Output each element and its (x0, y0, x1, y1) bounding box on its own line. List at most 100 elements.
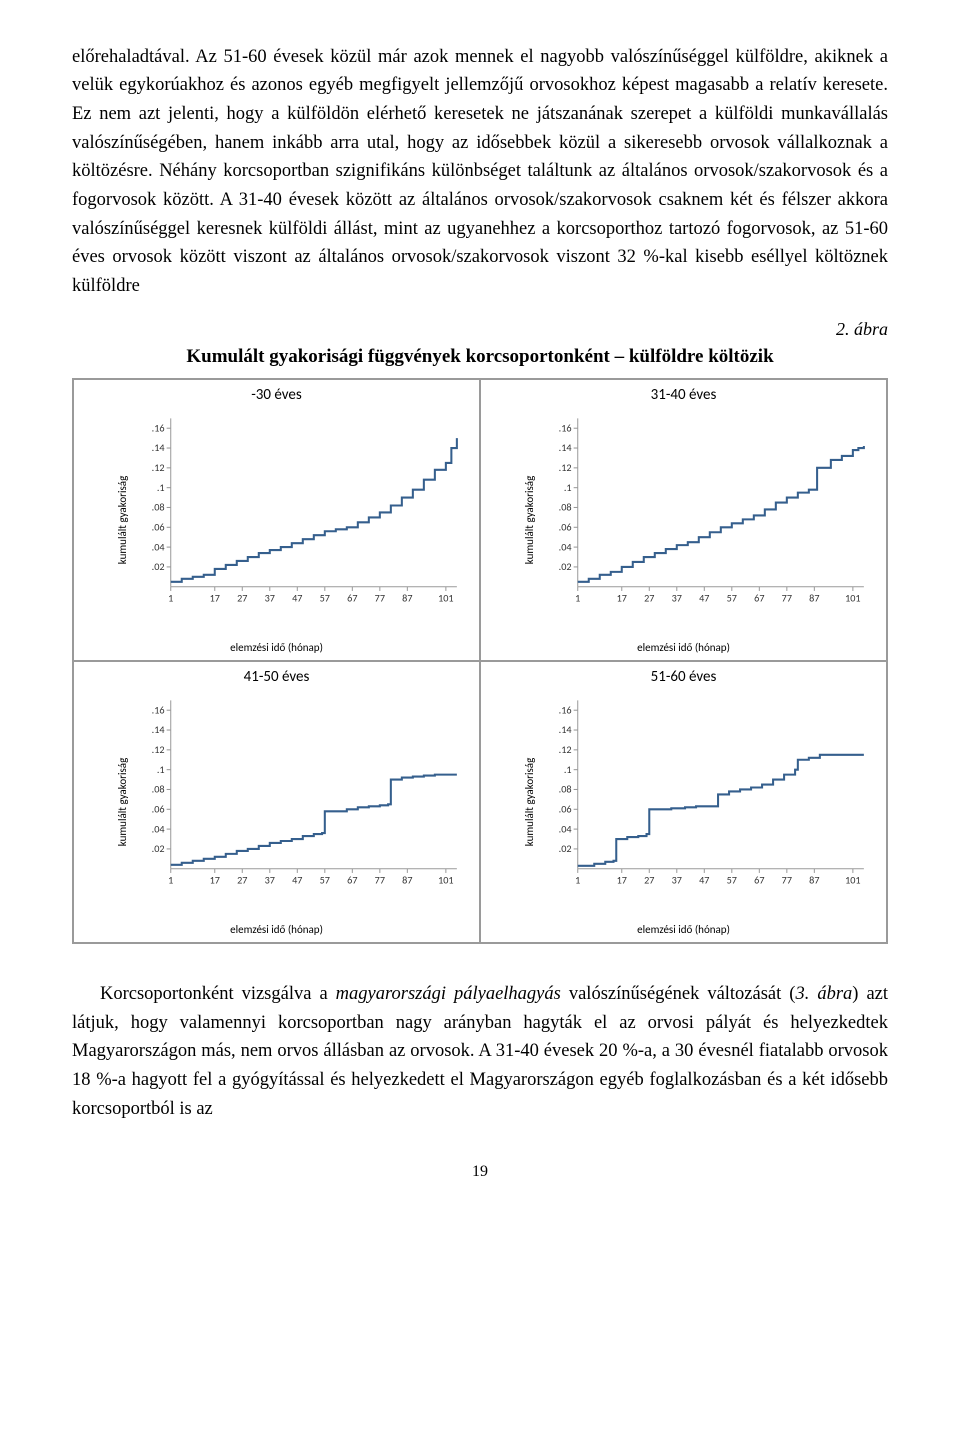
plot-2: .02 .04 .06 .08 .1 .12 .14 .16 1 17 27 37 47 57 67 77 87… (136, 694, 463, 894)
chart-panel-2: 41-50 éves kumulált gyakoriság .02 .04 .06… (73, 661, 480, 943)
svg-text:101: 101 (845, 591, 861, 604)
chart-panel-3: 51-60 éves kumulált gyakoriság .02 .04 .06… (480, 661, 887, 943)
chart-panel-0: -30 éves kumulált gyakoriság .02 .04 .06 .0… (73, 379, 480, 661)
svg-text:.04: .04 (152, 822, 166, 835)
ylabel-3: kumulált gyakoriság (523, 758, 536, 847)
paragraph-1: előrehaladtával. Az 51-60 évesek közül m… (72, 43, 888, 301)
figure-label: 2. ábra (72, 319, 888, 340)
panel-title-0: -30 éves (74, 386, 479, 404)
svg-text:27: 27 (644, 591, 654, 604)
svg-text:.02: .02 (152, 842, 165, 855)
svg-text:77: 77 (782, 591, 792, 604)
para2-post: ) azt látjuk, hogy valamennyi korcsoport… (72, 984, 888, 1119)
svg-text:.02: .02 (559, 842, 572, 855)
svg-text:.06: .06 (152, 520, 165, 533)
svg-text:.1: .1 (564, 481, 572, 494)
svg-text:.04: .04 (559, 822, 573, 835)
svg-text:1: 1 (168, 873, 173, 886)
para2-em1: magyarországi pályaelhagyás (336, 984, 561, 1004)
svg-text:.06: .06 (152, 802, 165, 815)
svg-text:87: 87 (402, 873, 412, 886)
svg-text:57: 57 (320, 873, 330, 886)
panel-title-3: 51-60 éves (481, 668, 886, 686)
svg-text:.12: .12 (152, 461, 165, 474)
paragraph-2: Korcsoportonként vizsgálva a magyarorszá… (72, 980, 888, 1123)
svg-text:77: 77 (782, 873, 792, 886)
svg-text:1: 1 (168, 591, 173, 604)
para2-pre: Korcsoportonként vizsgálva a (100, 984, 336, 1004)
svg-text:67: 67 (754, 873, 764, 886)
svg-text:37: 37 (265, 873, 275, 886)
ylabel-1: kumulált gyakoriság (523, 476, 536, 565)
svg-text:.06: .06 (559, 802, 572, 815)
svg-text:67: 67 (754, 591, 764, 604)
svg-text:77: 77 (375, 591, 385, 604)
svg-text:.08: .08 (559, 783, 572, 796)
panel-title-1: 31-40 éves (481, 386, 886, 404)
svg-text:101: 101 (438, 873, 454, 886)
svg-text:17: 17 (617, 591, 627, 604)
plot-0: .02.04.06.08.1.12.14.1611727374757677787… (136, 412, 463, 612)
svg-text:.16: .16 (559, 703, 572, 716)
svg-text:.14: .14 (559, 723, 573, 736)
svg-text:67: 67 (347, 873, 357, 886)
plot-3: .02.04.06.08.1.12.14.1611727374757677787… (543, 694, 870, 894)
svg-text:.02: .02 (559, 560, 572, 573)
svg-text:.14: .14 (152, 723, 166, 736)
xlabel-3: elemzési idő (hónap) (481, 923, 886, 936)
svg-text:.08: .08 (152, 783, 165, 796)
ylabel-0: kumulált gyakoriság (116, 476, 129, 565)
svg-text:.1: .1 (157, 763, 165, 776)
svg-text:37: 37 (672, 591, 682, 604)
svg-text:.12: .12 (559, 461, 572, 474)
para2-mid1: valószínűségének változását ( (561, 984, 796, 1004)
svg-text:.02: .02 (152, 560, 165, 573)
svg-text:.08: .08 (152, 501, 165, 514)
plot-1: .02 .04 .06 .08 .1 .12 .14 .16 1 17 27 37 47 57 67 77 87… (543, 412, 870, 612)
svg-text:57: 57 (727, 591, 737, 604)
xlabel-2: elemzési idő (hónap) (74, 923, 479, 936)
para2-em2: 3. ábra (795, 984, 852, 1004)
svg-text:57: 57 (320, 591, 330, 604)
svg-text:27: 27 (237, 591, 247, 604)
svg-text:.16: .16 (152, 703, 165, 716)
svg-text:101: 101 (845, 873, 861, 886)
svg-text:.04: .04 (152, 540, 166, 553)
svg-text:.04: .04 (559, 540, 573, 553)
svg-text:17: 17 (210, 873, 220, 886)
chart-panel-1: 31-40 éves kumulált gyakoriság .02 .04 .06… (480, 379, 887, 661)
svg-text:87: 87 (402, 591, 412, 604)
svg-text:17: 17 (617, 873, 627, 886)
svg-text:101: 101 (438, 591, 454, 604)
svg-text:.1: .1 (564, 763, 572, 776)
charts-grid: -30 éves kumulált gyakoriság .02.04.06.0… (72, 378, 888, 944)
svg-text:17: 17 (210, 591, 220, 604)
svg-text:.16: .16 (152, 421, 165, 434)
svg-text:87: 87 (809, 873, 819, 886)
svg-text:.12: .12 (559, 743, 572, 756)
svg-text:47: 47 (292, 873, 302, 886)
svg-text:47: 47 (699, 591, 709, 604)
ylabel-2: kumulált gyakoriság (116, 758, 129, 847)
svg-text:.12: .12 (152, 743, 165, 756)
svg-text:77: 77 (375, 873, 385, 886)
svg-text:.14: .14 (559, 441, 573, 454)
svg-text:27: 27 (237, 873, 247, 886)
svg-text:87: 87 (809, 591, 819, 604)
xlabel-0: elemzési idő (hónap) (74, 641, 479, 654)
svg-text:1: 1 (575, 873, 580, 886)
svg-text:.14: .14 (152, 441, 166, 454)
svg-text:1: 1 (575, 591, 580, 604)
figure-title: Kumulált gyakorisági függvények korcsopo… (72, 346, 888, 368)
svg-text:57: 57 (727, 873, 737, 886)
svg-text:.16: .16 (559, 421, 572, 434)
svg-text:67: 67 (347, 591, 357, 604)
svg-text:27: 27 (644, 873, 654, 886)
svg-text:47: 47 (292, 591, 302, 604)
svg-text:.08: .08 (559, 501, 572, 514)
page-number: 19 (72, 1163, 888, 1181)
svg-text:37: 37 (672, 873, 682, 886)
panel-title-2: 41-50 éves (74, 668, 479, 686)
svg-text:.06: .06 (559, 520, 572, 533)
svg-text:37: 37 (265, 591, 275, 604)
